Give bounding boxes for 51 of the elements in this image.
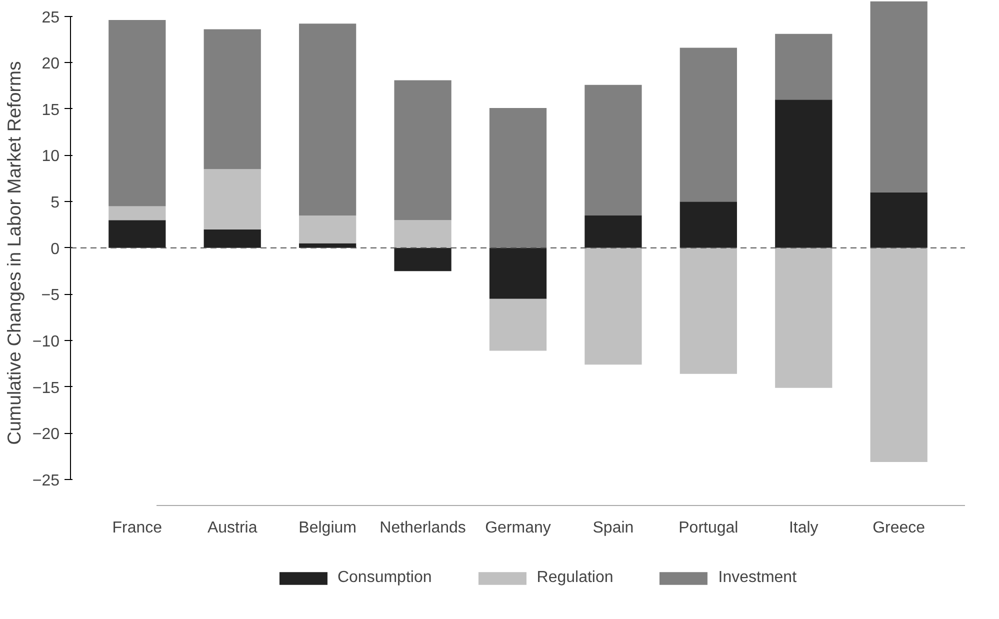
bar [108, 206, 166, 220]
bar [394, 80, 452, 220]
bar [775, 248, 832, 388]
x-tick-label: Belgium [298, 520, 356, 536]
bar [204, 169, 261, 230]
bar [584, 84, 642, 216]
x-tick-label: France [112, 520, 162, 536]
y-tick-label: 0 [50, 240, 60, 258]
legend-label: Investment [718, 568, 797, 586]
bar [775, 34, 832, 100]
bar [870, 248, 928, 462]
legend-label: Regulation [536, 568, 614, 586]
bar [108, 220, 166, 248]
bar [204, 29, 261, 170]
bar [489, 248, 547, 299]
bar [775, 100, 832, 248]
y-tick-label: 25 [42, 9, 60, 26]
bar [680, 248, 737, 374]
y-tick-label: 5 [50, 194, 60, 212]
y-tick-label: −25 [32, 472, 60, 490]
bar [299, 24, 356, 216]
bar [870, 192, 928, 248]
y-axis-title: Cumulative Changes in Labor Market Reforms [3, 61, 24, 445]
bar [394, 220, 452, 248]
y-tick-label: 20 [42, 56, 60, 73]
y-tick-label: −15 [32, 380, 60, 397]
legend-label: Consumption [337, 568, 432, 586]
bar [870, 1, 928, 192]
bar [299, 215, 356, 244]
y-tick-label: 10 [42, 148, 60, 166]
x-tick-label: Italy [788, 520, 818, 536]
bar [680, 202, 737, 248]
bar [680, 48, 737, 202]
bar [394, 248, 452, 272]
x-tick-label: Greece [872, 520, 926, 536]
bar [204, 229, 261, 248]
y-tick-label: 15 [42, 102, 60, 119]
y-tick-label: −20 [32, 426, 60, 444]
x-tick-label: Germany [485, 520, 551, 536]
y-tick-label: −5 [41, 287, 60, 304]
x-tick-label: Netherlands [380, 520, 466, 536]
bar [584, 215, 642, 248]
x-tick-label: Austria [207, 520, 258, 536]
x-tick-label: Portugal [678, 520, 738, 536]
x-tick-label: Spain [592, 520, 634, 536]
bar [108, 20, 166, 206]
bar [299, 243, 356, 248]
bar [584, 248, 642, 365]
bar [489, 298, 547, 351]
bar [489, 108, 547, 248]
y-tick-label: −10 [32, 334, 60, 351]
